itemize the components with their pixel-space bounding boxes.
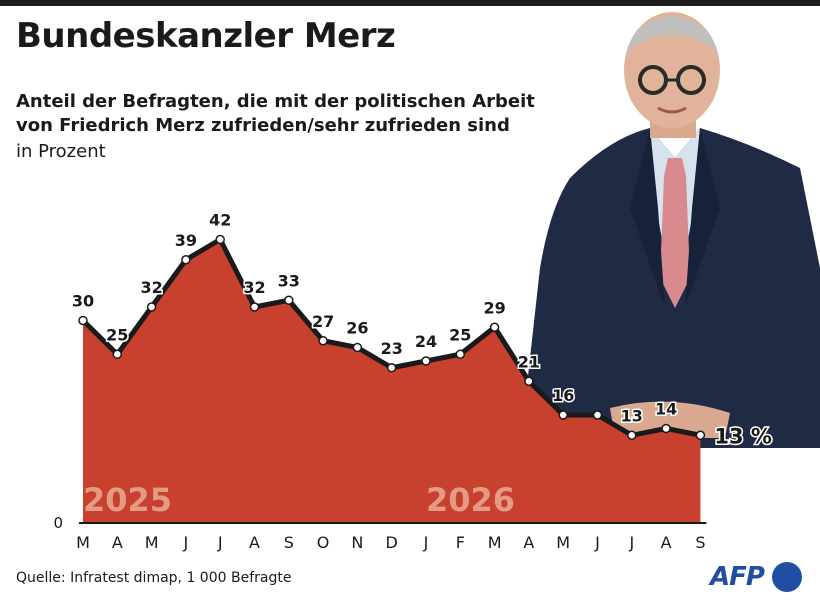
data-point: [592, 410, 603, 420]
value-label: 25: [449, 325, 471, 344]
x-tick-label: F: [456, 533, 465, 552]
x-tick-label: A: [249, 533, 260, 552]
data-point: [318, 336, 328, 346]
x-tick-label: S: [284, 533, 294, 552]
value-label: 27: [312, 312, 334, 331]
value-label: 21: [518, 352, 540, 371]
data-point: [249, 302, 260, 312]
chart-subtitle: Anteil der Befragten, die mit der politi…: [16, 91, 535, 136]
value-label: 32: [243, 278, 265, 297]
value-label: 23: [381, 339, 403, 358]
x-tick-label: J: [628, 533, 634, 552]
year-label: 2025: [83, 481, 172, 519]
top-bar: [0, 0, 820, 6]
x-tick-label: A: [112, 533, 123, 552]
x-tick-label: A: [523, 533, 534, 552]
value-label: 14: [655, 400, 677, 419]
x-tick-label: J: [217, 533, 223, 552]
data-point: [455, 349, 466, 359]
value-label: 25: [106, 325, 128, 344]
x-tick-label: S: [695, 533, 705, 552]
source-note: Quelle: Infratest dimap, 1 000 Befragte: [16, 570, 292, 586]
data-point: [524, 376, 534, 386]
x-tick-label: M: [76, 533, 90, 552]
y-tick-label: 0: [53, 514, 63, 532]
value-label: 39: [175, 231, 197, 250]
portrait-photo: [520, 12, 820, 448]
data-point: [558, 410, 568, 420]
value-label: 13 %: [714, 424, 772, 448]
data-point: [78, 315, 88, 326]
data-point: [695, 430, 706, 440]
x-tick-label: A: [661, 533, 672, 552]
x-tick-label: J: [183, 533, 189, 552]
area-chart: 2025 2026 30 25 32 39 42 32 33 27 26 23 24 25 29 21 16 1…: [53, 209, 773, 552]
data-point: [627, 430, 637, 440]
x-tick-label: D: [386, 533, 398, 552]
x-tick-label: J: [423, 533, 429, 552]
value-label: 30: [72, 292, 94, 311]
x-tick-label: J: [594, 533, 600, 552]
data-point: [661, 423, 671, 434]
x-tick-label: O: [317, 533, 330, 552]
value-label: 42: [209, 211, 231, 230]
data-point: [284, 295, 294, 305]
year-label: 2026: [426, 481, 515, 519]
value-label: 13: [621, 406, 643, 425]
afp-logo-dot: [772, 562, 802, 592]
x-tick-label: M: [488, 533, 502, 552]
data-point: [181, 255, 191, 265]
data-point: [112, 349, 123, 359]
data-point: [352, 342, 363, 353]
value-label: 33: [278, 271, 300, 290]
value-label: 16: [552, 386, 574, 405]
data-point: [215, 234, 225, 245]
value-label: 26: [346, 319, 368, 338]
value-label: 29: [483, 298, 505, 317]
data-point: [386, 363, 397, 373]
data-point: [421, 356, 431, 366]
data-point: [489, 322, 500, 332]
x-tick-label: M: [145, 533, 159, 552]
data-point: [146, 302, 157, 312]
value-label: 24: [415, 332, 437, 351]
value-label: 32: [140, 278, 162, 297]
unit-label: in Prozent: [16, 141, 106, 162]
area-fill: [83, 239, 701, 523]
x-tick-label: M: [556, 533, 570, 552]
afp-logo: AFP: [710, 562, 765, 592]
x-tick-label: N: [351, 533, 363, 552]
chart-title: Bundeskanzler Merz: [16, 16, 396, 56]
